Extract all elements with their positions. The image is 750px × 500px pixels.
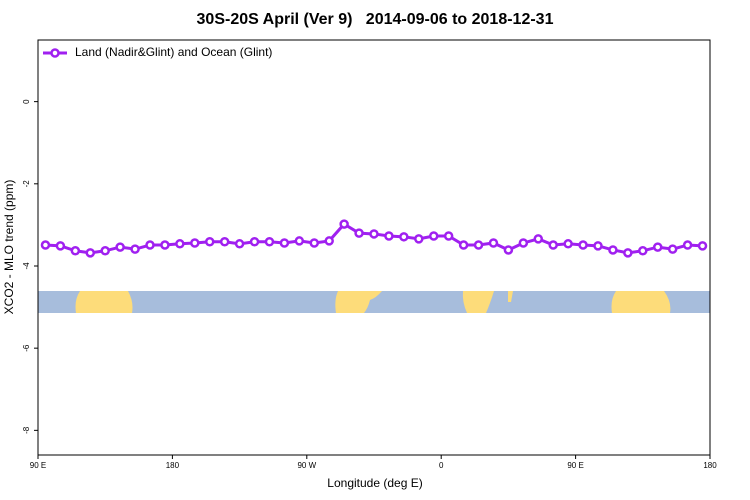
- data-point: [294, 236, 305, 246]
- x-tick-label: 180: [703, 461, 717, 470]
- land: [75, 291, 133, 313]
- data-point: [115, 242, 125, 252]
- plot-frame: [37, 39, 711, 456]
- data-point: [399, 232, 409, 242]
- data-point: [160, 240, 170, 250]
- legend-label: Land (Nadir&Glint) and Ocean (Glint): [75, 45, 272, 59]
- data-point: [324, 236, 334, 246]
- data-point: [204, 236, 215, 247]
- legend-marker: [50, 48, 60, 58]
- data-point: [145, 240, 155, 250]
- y-tick-label: -6: [22, 344, 31, 352]
- map-strip: [38, 291, 710, 313]
- chart-title: 30S-20S April (Ver 9) 2014-09-06 to 2018…: [197, 11, 554, 28]
- land: [462, 291, 494, 313]
- data-point: [518, 238, 529, 248]
- data-point: [354, 228, 364, 238]
- y-tick-label: 0: [22, 99, 31, 104]
- data-point: [384, 231, 394, 241]
- data-point: [249, 236, 260, 247]
- data-point: [682, 240, 693, 250]
- data-point: [175, 239, 185, 249]
- data-point: [219, 236, 230, 247]
- x-tick-label: 90 W: [297, 461, 316, 470]
- data-point: [458, 240, 469, 250]
- x-tick-label: 0: [439, 461, 444, 470]
- data-point: [55, 241, 66, 251]
- x-tick-label: 90 E: [567, 461, 583, 470]
- data-point: [234, 239, 245, 249]
- data-point: [279, 238, 290, 248]
- data-point: [533, 234, 544, 244]
- land: [335, 291, 382, 313]
- ocean-band: [38, 291, 710, 313]
- data-point: [593, 241, 603, 251]
- data-point: [414, 234, 424, 244]
- data-point: [548, 240, 558, 250]
- land: [508, 291, 513, 302]
- data-point: [578, 240, 588, 250]
- data-point: [369, 229, 379, 239]
- data-point: [70, 246, 81, 256]
- data-point: [264, 236, 275, 247]
- data-point: [608, 245, 618, 255]
- data-point: [652, 242, 663, 252]
- data-point: [443, 231, 454, 241]
- data-point: [130, 244, 140, 254]
- data-point: [190, 238, 200, 248]
- x-axis-label: Longitude (deg E): [327, 476, 422, 490]
- land: [611, 291, 671, 313]
- data-point: [100, 246, 110, 256]
- data-point: [697, 241, 708, 251]
- y-axis-label: XCO2 - MLO trend (ppm): [2, 180, 16, 315]
- data-point: [563, 239, 573, 249]
- x-tick-label: 180: [166, 461, 180, 470]
- data-point: [339, 219, 349, 229]
- data-point: [473, 240, 484, 250]
- y-tick-label: -4: [22, 262, 31, 270]
- y-tick-label: -8: [22, 426, 31, 434]
- data-point: [503, 245, 514, 255]
- data-point: [638, 246, 648, 256]
- data-point: [623, 248, 633, 258]
- data-point: [667, 244, 678, 254]
- data-point: [85, 248, 96, 258]
- data-point: [40, 240, 51, 250]
- y-tick-label: -2: [22, 180, 31, 188]
- x-tick-label: 90 E: [30, 461, 46, 470]
- data-point: [488, 238, 499, 248]
- data-point: [309, 238, 320, 248]
- data-point: [428, 231, 439, 241]
